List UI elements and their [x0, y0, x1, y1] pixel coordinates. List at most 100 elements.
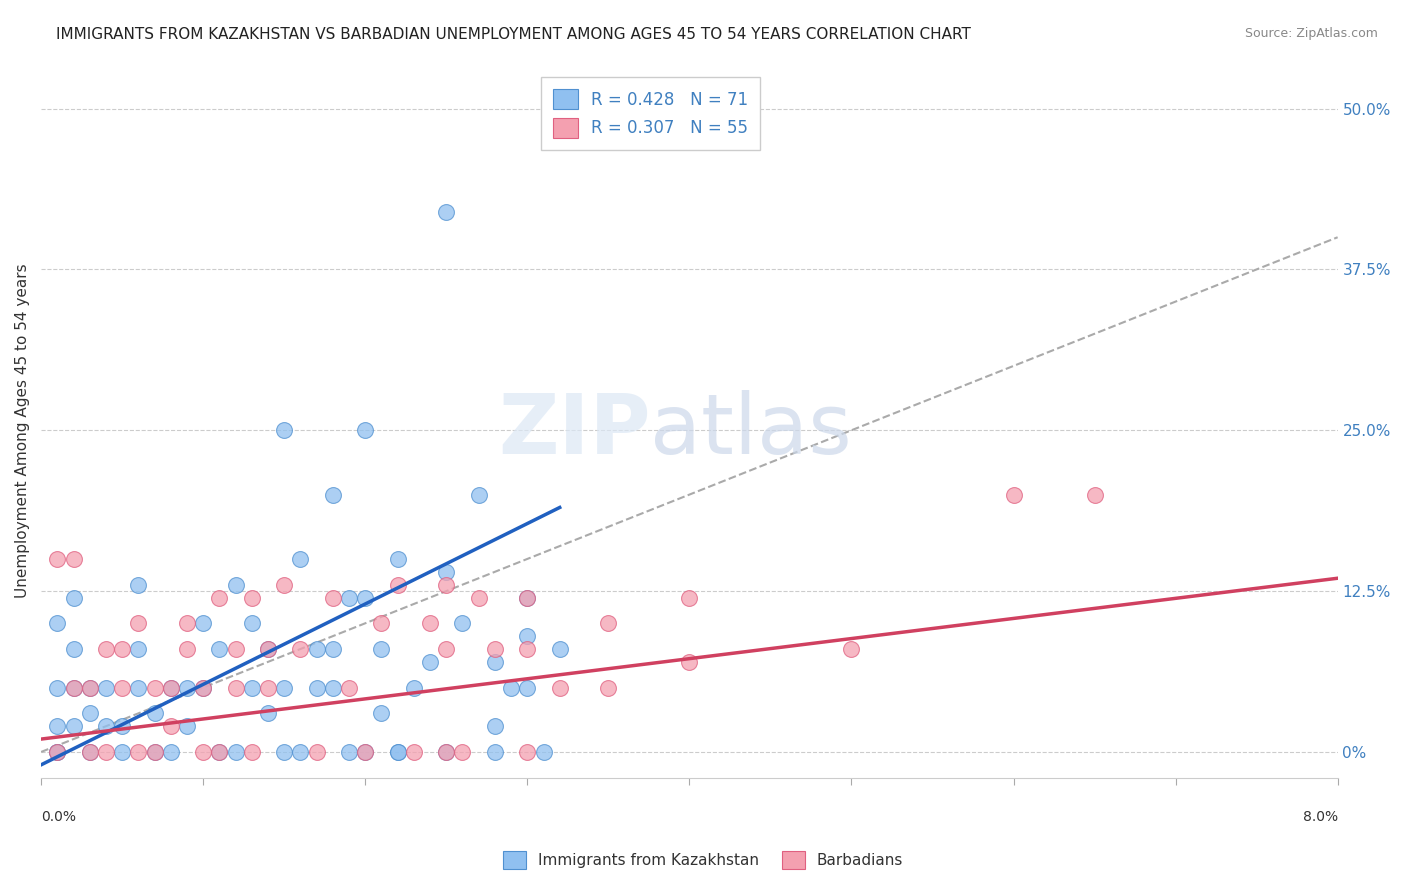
Point — [176, 616, 198, 631]
Point — [516, 629, 538, 643]
Point — [354, 745, 377, 759]
Point — [434, 577, 457, 591]
Point — [159, 745, 181, 759]
Point — [402, 745, 425, 759]
Point — [62, 642, 84, 657]
Point — [841, 642, 863, 657]
Point — [467, 591, 489, 605]
Point — [434, 565, 457, 579]
Point — [46, 745, 69, 759]
Point — [208, 745, 231, 759]
Point — [46, 745, 69, 759]
Point — [127, 616, 149, 631]
Point — [484, 655, 506, 669]
Point — [354, 745, 377, 759]
Point — [434, 745, 457, 759]
Point — [159, 681, 181, 695]
Point — [62, 719, 84, 733]
Point — [305, 681, 328, 695]
Point — [127, 577, 149, 591]
Point — [678, 591, 700, 605]
Point — [208, 745, 231, 759]
Point — [240, 681, 263, 695]
Point — [94, 719, 117, 733]
Legend: Immigrants from Kazakhstan, Barbadians: Immigrants from Kazakhstan, Barbadians — [496, 845, 910, 875]
Point — [387, 745, 409, 759]
Point — [548, 642, 571, 657]
Text: Source: ZipAtlas.com: Source: ZipAtlas.com — [1244, 27, 1378, 40]
Point — [354, 591, 377, 605]
Point — [193, 745, 215, 759]
Point — [322, 681, 344, 695]
Point — [79, 681, 101, 695]
Point — [257, 706, 280, 721]
Point — [434, 642, 457, 657]
Point — [516, 642, 538, 657]
Point — [240, 745, 263, 759]
Point — [127, 642, 149, 657]
Point — [434, 204, 457, 219]
Point — [678, 655, 700, 669]
Point — [516, 591, 538, 605]
Point — [176, 719, 198, 733]
Point — [225, 681, 247, 695]
Point — [94, 745, 117, 759]
Point — [79, 681, 101, 695]
Point — [79, 706, 101, 721]
Point — [94, 681, 117, 695]
Point — [1002, 487, 1025, 501]
Y-axis label: Unemployment Among Ages 45 to 54 years: Unemployment Among Ages 45 to 54 years — [15, 263, 30, 598]
Point — [516, 681, 538, 695]
Point — [225, 745, 247, 759]
Point — [46, 616, 69, 631]
Point — [1083, 487, 1105, 501]
Text: 0.0%: 0.0% — [41, 810, 76, 824]
Point — [370, 706, 392, 721]
Point — [337, 745, 360, 759]
Point — [111, 719, 134, 733]
Point — [79, 745, 101, 759]
Legend: R = 0.428   N = 71, R = 0.307   N = 55: R = 0.428 N = 71, R = 0.307 N = 55 — [541, 78, 759, 150]
Point — [548, 681, 571, 695]
Point — [193, 681, 215, 695]
Point — [46, 552, 69, 566]
Point — [290, 642, 312, 657]
Point — [257, 681, 280, 695]
Point — [208, 591, 231, 605]
Point — [337, 681, 360, 695]
Point — [143, 681, 166, 695]
Point — [208, 642, 231, 657]
Point — [62, 681, 84, 695]
Point — [322, 642, 344, 657]
Point — [79, 745, 101, 759]
Text: ZIP: ZIP — [498, 390, 651, 471]
Point — [387, 745, 409, 759]
Point — [240, 591, 263, 605]
Point — [434, 745, 457, 759]
Point — [193, 681, 215, 695]
Point — [127, 681, 149, 695]
Point — [257, 642, 280, 657]
Point — [387, 577, 409, 591]
Text: IMMIGRANTS FROM KAZAKHSTAN VS BARBADIAN UNEMPLOYMENT AMONG AGES 45 TO 54 YEARS C: IMMIGRANTS FROM KAZAKHSTAN VS BARBADIAN … — [56, 27, 972, 42]
Point — [111, 642, 134, 657]
Point — [419, 616, 441, 631]
Point — [94, 642, 117, 657]
Point — [176, 681, 198, 695]
Point — [111, 745, 134, 759]
Point — [451, 616, 474, 631]
Point — [159, 681, 181, 695]
Point — [111, 681, 134, 695]
Point — [62, 552, 84, 566]
Point — [387, 552, 409, 566]
Point — [290, 552, 312, 566]
Point — [193, 616, 215, 631]
Text: atlas: atlas — [651, 390, 852, 471]
Point — [419, 655, 441, 669]
Point — [62, 591, 84, 605]
Point — [322, 487, 344, 501]
Point — [240, 616, 263, 631]
Point — [62, 681, 84, 695]
Point — [516, 745, 538, 759]
Point — [501, 681, 523, 695]
